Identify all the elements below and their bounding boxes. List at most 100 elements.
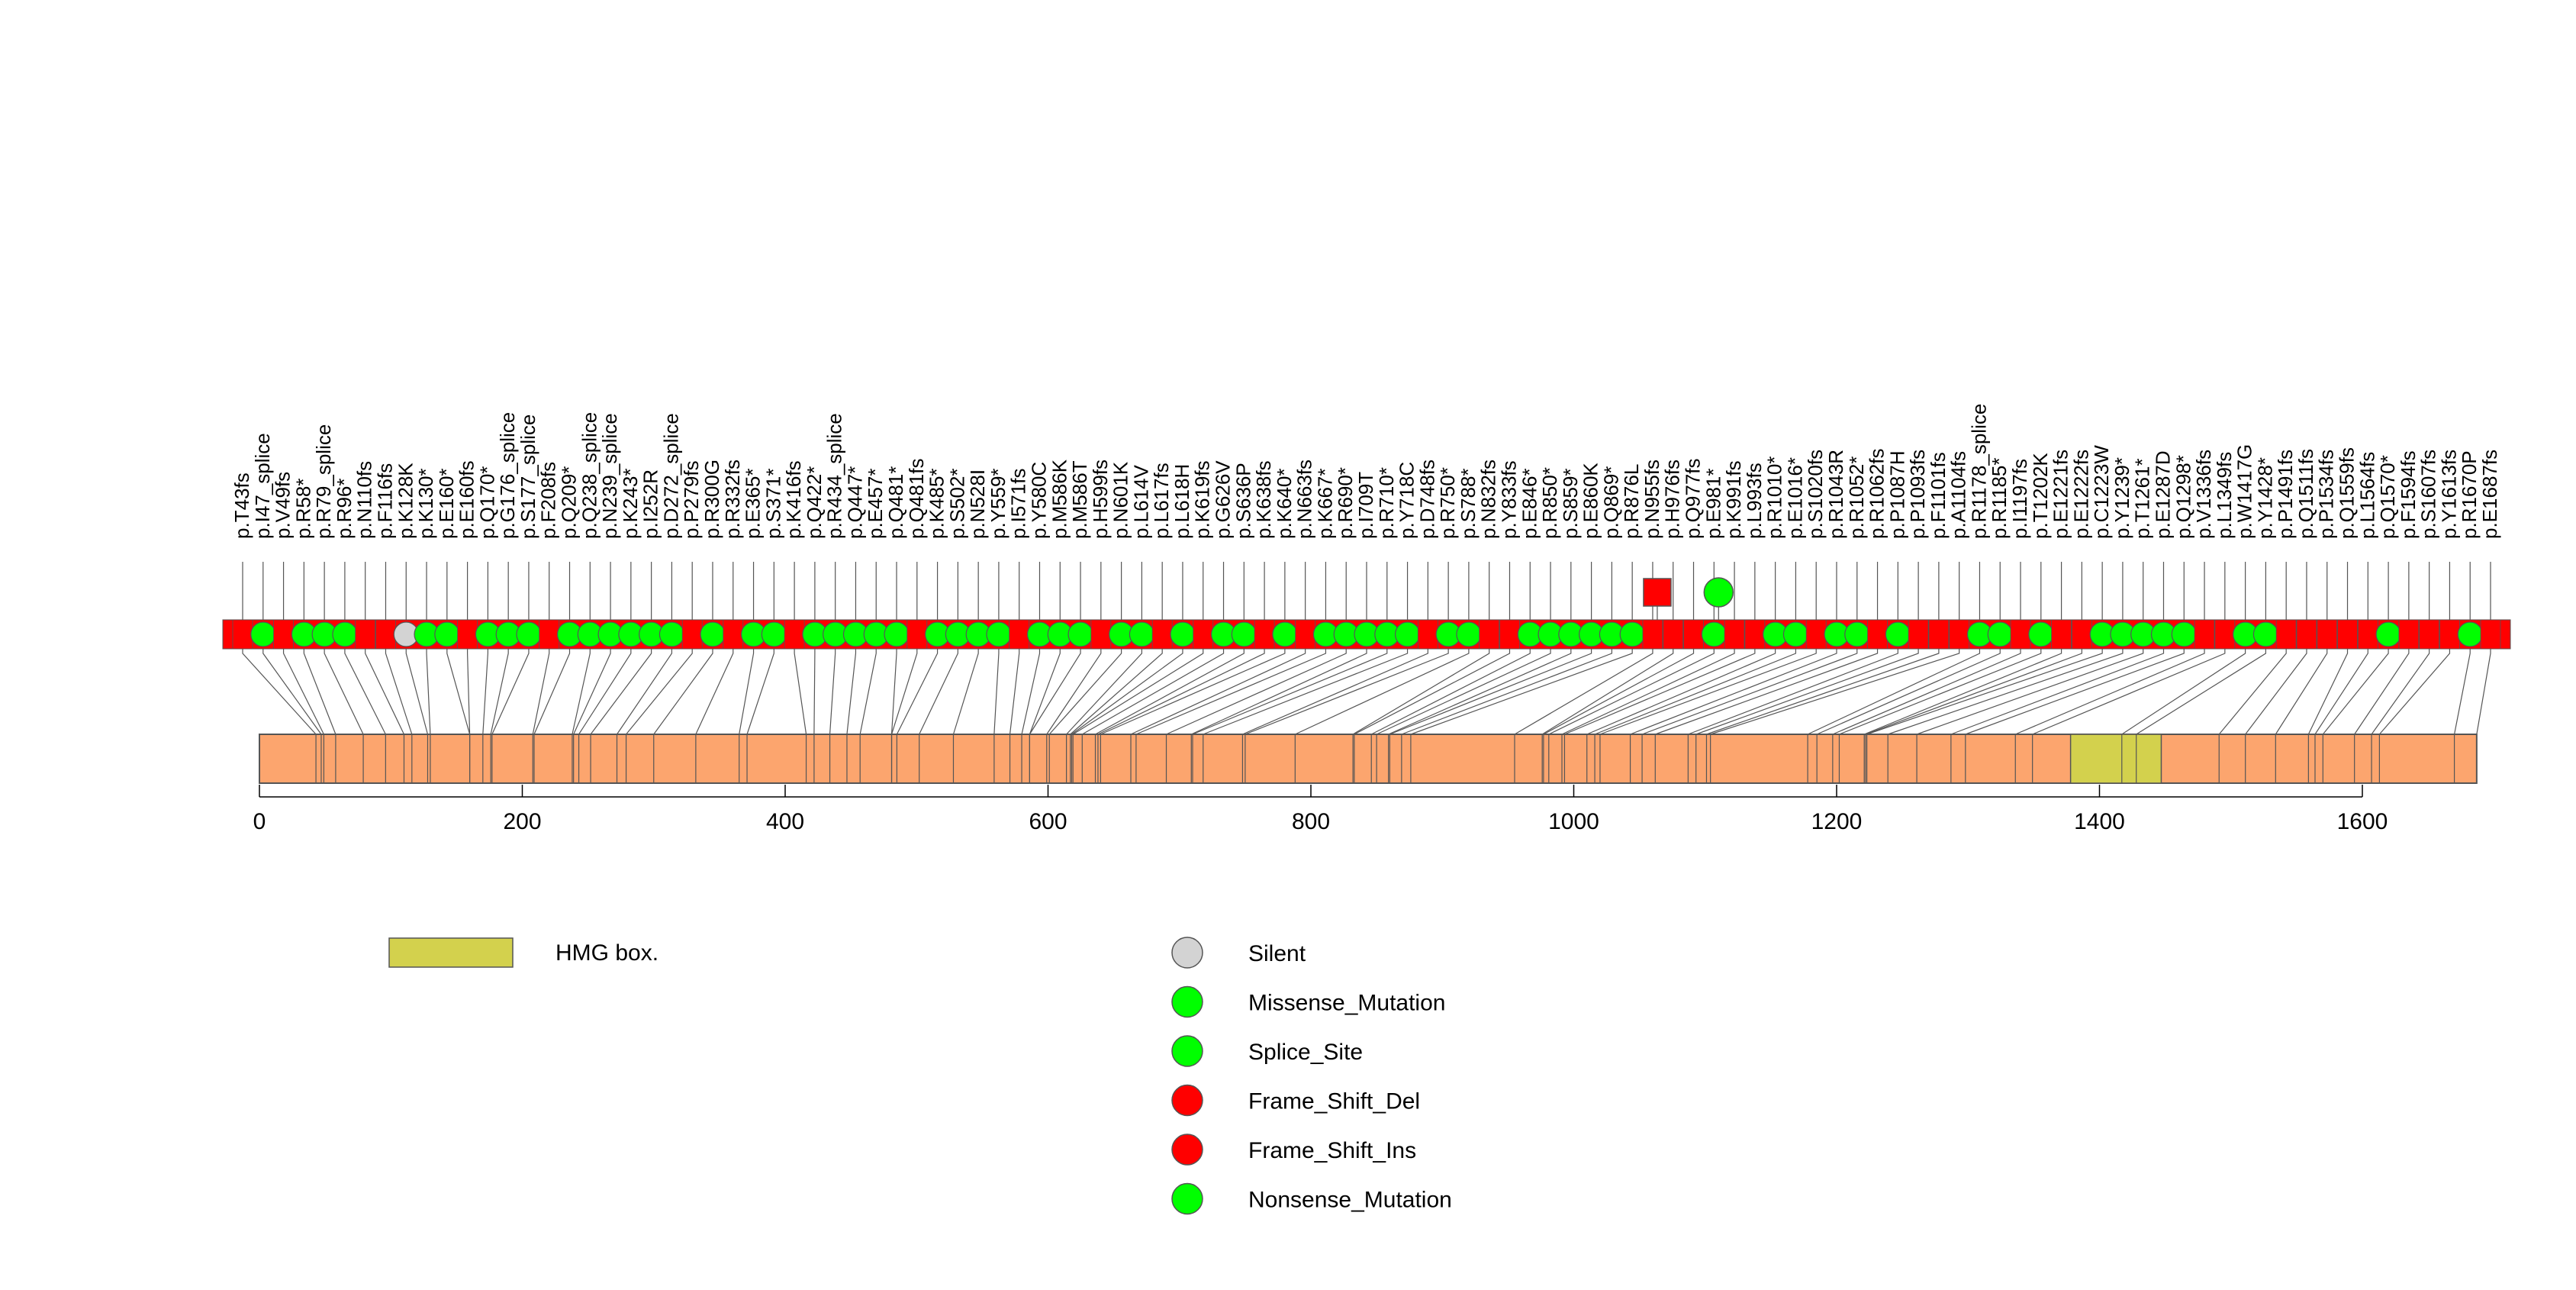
- legend-swatch: [1171, 1182, 1203, 1215]
- connector-line: [846, 649, 857, 735]
- connector-line: [2314, 649, 2368, 735]
- connector-line: [1839, 649, 2042, 735]
- connector-line: [626, 649, 693, 735]
- mutation-marker: [1479, 619, 1500, 650]
- mutation-label: p.E160*: [435, 468, 458, 539]
- mutation-label: p.S502*: [945, 468, 968, 539]
- mutation-label: p.Y559*: [987, 468, 1009, 539]
- connector-line: [1655, 649, 1879, 735]
- mutation-label: p.N110fs: [353, 461, 376, 539]
- protein-track: [259, 734, 2478, 784]
- mutation-label: p.C1223W: [2090, 445, 2113, 539]
- mutation-label: p.P279fs: [680, 460, 703, 539]
- connector-line: [1564, 649, 1756, 735]
- mutation-label: p.E1221fs: [2050, 450, 2072, 539]
- connector-line: [1887, 649, 2124, 735]
- mutation-marker: [1151, 619, 1173, 650]
- axis-tick-label: 0: [253, 809, 266, 834]
- connector-line: [1081, 649, 1225, 735]
- mutation-band: [222, 577, 2511, 650]
- mutation-label: p.E860K: [1579, 463, 1602, 539]
- mutation-marker: [1170, 621, 1196, 647]
- connector-line: [617, 649, 673, 735]
- mutation-marker: [1067, 621, 1093, 647]
- legend-label: Nonsense_Mutation: [1248, 1188, 1452, 1213]
- mutation-label: p.I571fs: [1007, 468, 1030, 539]
- mutation-label: p.R1670P: [2458, 450, 2481, 539]
- mutation-marker: [457, 619, 478, 650]
- mutation-label: p.K485*: [926, 468, 948, 539]
- mutation-marker: [1949, 619, 1970, 650]
- mutation-label: p.P1534fs: [2315, 450, 2338, 539]
- mutation-marker: [1129, 621, 1155, 647]
- mutation-marker: [884, 621, 910, 647]
- mutation-marker: [658, 621, 685, 647]
- connector-line: [993, 649, 1000, 735]
- connector-line: [1916, 649, 2144, 735]
- mutation-marker: [1928, 619, 1950, 650]
- mutation-marker: [1272, 621, 1298, 647]
- mutation-label: p.I709T: [1354, 472, 1377, 539]
- connector-line: [1192, 649, 1388, 735]
- connector-line: [344, 649, 386, 735]
- mutation-marker: [2357, 619, 2378, 650]
- mutation-label: p.R1052*: [1845, 456, 1868, 539]
- connector-line: [1048, 649, 1122, 735]
- mutation-label: p.Q1511fs: [2294, 449, 2317, 539]
- mutation-label: p.A1104fs: [1947, 451, 1970, 539]
- connector-line: [1191, 649, 1367, 735]
- mutation-label: p.G176_splice: [496, 412, 519, 539]
- mutation-label: p.Q209*: [558, 466, 581, 539]
- mutation-label: p.E846*: [1518, 468, 1541, 539]
- mutation-label: p.N955fs: [1641, 460, 1663, 539]
- mutation-label: p.Q447*: [843, 466, 866, 539]
- mutation-marker: [1394, 621, 1421, 647]
- connector-line: [1541, 649, 1674, 735]
- connector-line: [590, 649, 652, 735]
- mutation-label: p.L614V: [1129, 464, 1152, 539]
- connector-line: [1245, 649, 1449, 735]
- connector-line: [2121, 649, 2246, 735]
- mutation-label: p.G626V: [1212, 460, 1235, 539]
- mutation-label: p.R434_splice: [823, 413, 846, 539]
- connector-line: [426, 649, 431, 735]
- mutation-marker: [1724, 619, 1745, 650]
- mutation-label: p.S1607fs: [2417, 450, 2440, 539]
- axis-tick-label: 200: [503, 809, 541, 834]
- mutation-label: p.E1222fs: [2069, 450, 2092, 539]
- connector-line: [1410, 649, 1633, 735]
- mutation-marker: [1805, 619, 1827, 650]
- connector-line: [491, 649, 530, 735]
- mutation-marker: [2171, 621, 2197, 647]
- connector-line: [1388, 649, 1572, 735]
- stacked-marker-square: [1643, 578, 1672, 607]
- mutation-label: p.K128K: [394, 463, 417, 539]
- connector-line: [2032, 649, 2226, 735]
- connector-line: [919, 649, 958, 735]
- mutation-marker: [2317, 619, 2338, 650]
- connector-line: [385, 649, 413, 735]
- mutation-label: p.L618H: [1170, 464, 1193, 539]
- connector-line: [1807, 649, 1981, 735]
- mutation-label: p.K638fs: [1252, 460, 1275, 539]
- mutation-marker: [355, 619, 376, 650]
- legend-label: Frame_Shift_Del: [1248, 1089, 1420, 1114]
- x-axis: 0 200 400 600 800 1000 1200 1400 1600: [253, 785, 2388, 834]
- connector-line: [1950, 649, 2165, 735]
- connector-line: [1095, 649, 1245, 735]
- mutation-label: p.Q170*: [475, 466, 498, 539]
- connector-line: [1599, 649, 1817, 735]
- mutation-label: p.P1087H: [1885, 450, 1908, 539]
- connector-line: [1021, 649, 1041, 735]
- mutation-marker: [700, 621, 726, 647]
- connector-line: [890, 649, 918, 735]
- mutation-marker: [1782, 621, 1809, 647]
- connector-line: [466, 649, 471, 735]
- mutation-label: p.R332fs: [721, 460, 744, 539]
- connector-line: [1071, 649, 1183, 735]
- mutation-label: p.P1093fs: [1906, 450, 1929, 539]
- mutation-marker: [2214, 619, 2236, 650]
- mutation-label: p.I47_splice: [251, 433, 274, 539]
- connector-line: [242, 649, 317, 735]
- connector-line: [1130, 649, 1306, 735]
